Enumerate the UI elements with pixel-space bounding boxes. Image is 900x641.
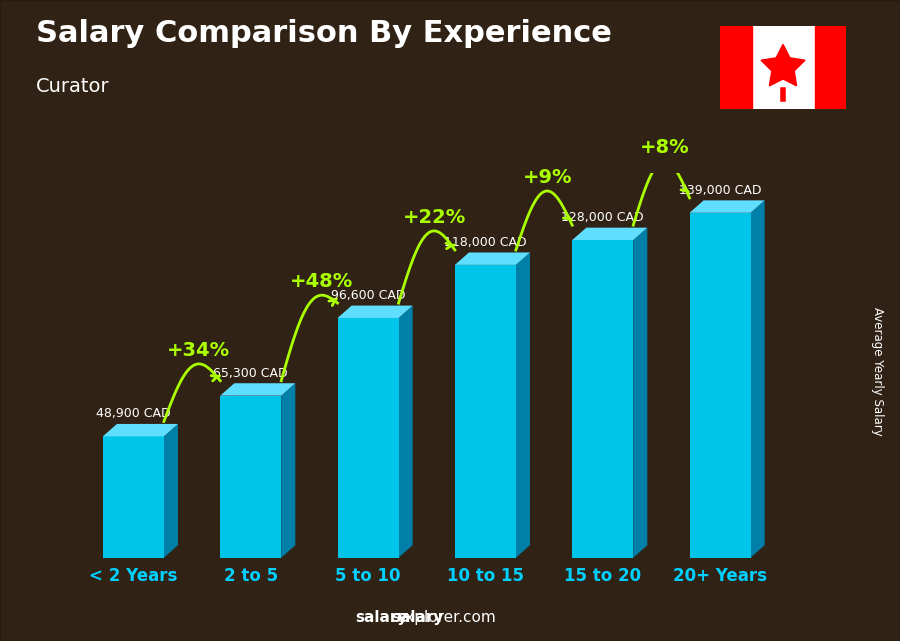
- Polygon shape: [454, 265, 516, 558]
- Text: Curator: Curator: [36, 77, 110, 96]
- Text: 139,000 CAD: 139,000 CAD: [679, 183, 761, 197]
- Polygon shape: [338, 306, 412, 318]
- Bar: [814, 26, 846, 109]
- Polygon shape: [751, 201, 765, 558]
- Text: Salary Comparison By Experience: Salary Comparison By Experience: [36, 19, 612, 48]
- Text: 96,600 CAD: 96,600 CAD: [331, 289, 405, 302]
- Polygon shape: [689, 213, 751, 558]
- Text: +34%: +34%: [167, 341, 230, 360]
- Polygon shape: [572, 240, 634, 558]
- Text: Average Yearly Salary: Average Yearly Salary: [871, 308, 884, 436]
- Text: 65,300 CAD: 65,300 CAD: [213, 367, 288, 379]
- Text: +22%: +22%: [402, 208, 465, 227]
- Text: +48%: +48%: [291, 272, 354, 292]
- Text: salaryexplorer.com: salaryexplorer.com: [392, 610, 537, 625]
- Text: 48,900 CAD: 48,900 CAD: [96, 407, 171, 420]
- Polygon shape: [103, 437, 164, 558]
- Polygon shape: [761, 44, 805, 86]
- Polygon shape: [281, 383, 295, 558]
- Polygon shape: [399, 306, 412, 558]
- Text: +8%: +8%: [640, 138, 689, 158]
- Polygon shape: [454, 253, 530, 265]
- Polygon shape: [634, 228, 647, 558]
- Polygon shape: [164, 424, 178, 558]
- Text: explorer.com: explorer.com: [396, 610, 496, 625]
- Polygon shape: [516, 253, 530, 558]
- Polygon shape: [220, 395, 281, 558]
- Polygon shape: [103, 424, 178, 437]
- Text: 128,000 CAD: 128,000 CAD: [562, 211, 644, 224]
- Bar: [720, 26, 751, 109]
- Polygon shape: [689, 201, 765, 213]
- Text: +9%: +9%: [522, 169, 572, 187]
- Text: salary: salary: [356, 610, 408, 625]
- Polygon shape: [572, 228, 647, 240]
- Polygon shape: [338, 318, 399, 558]
- Text: salary: salary: [392, 610, 444, 625]
- Polygon shape: [220, 383, 295, 395]
- Text: 118,000 CAD: 118,000 CAD: [444, 236, 526, 249]
